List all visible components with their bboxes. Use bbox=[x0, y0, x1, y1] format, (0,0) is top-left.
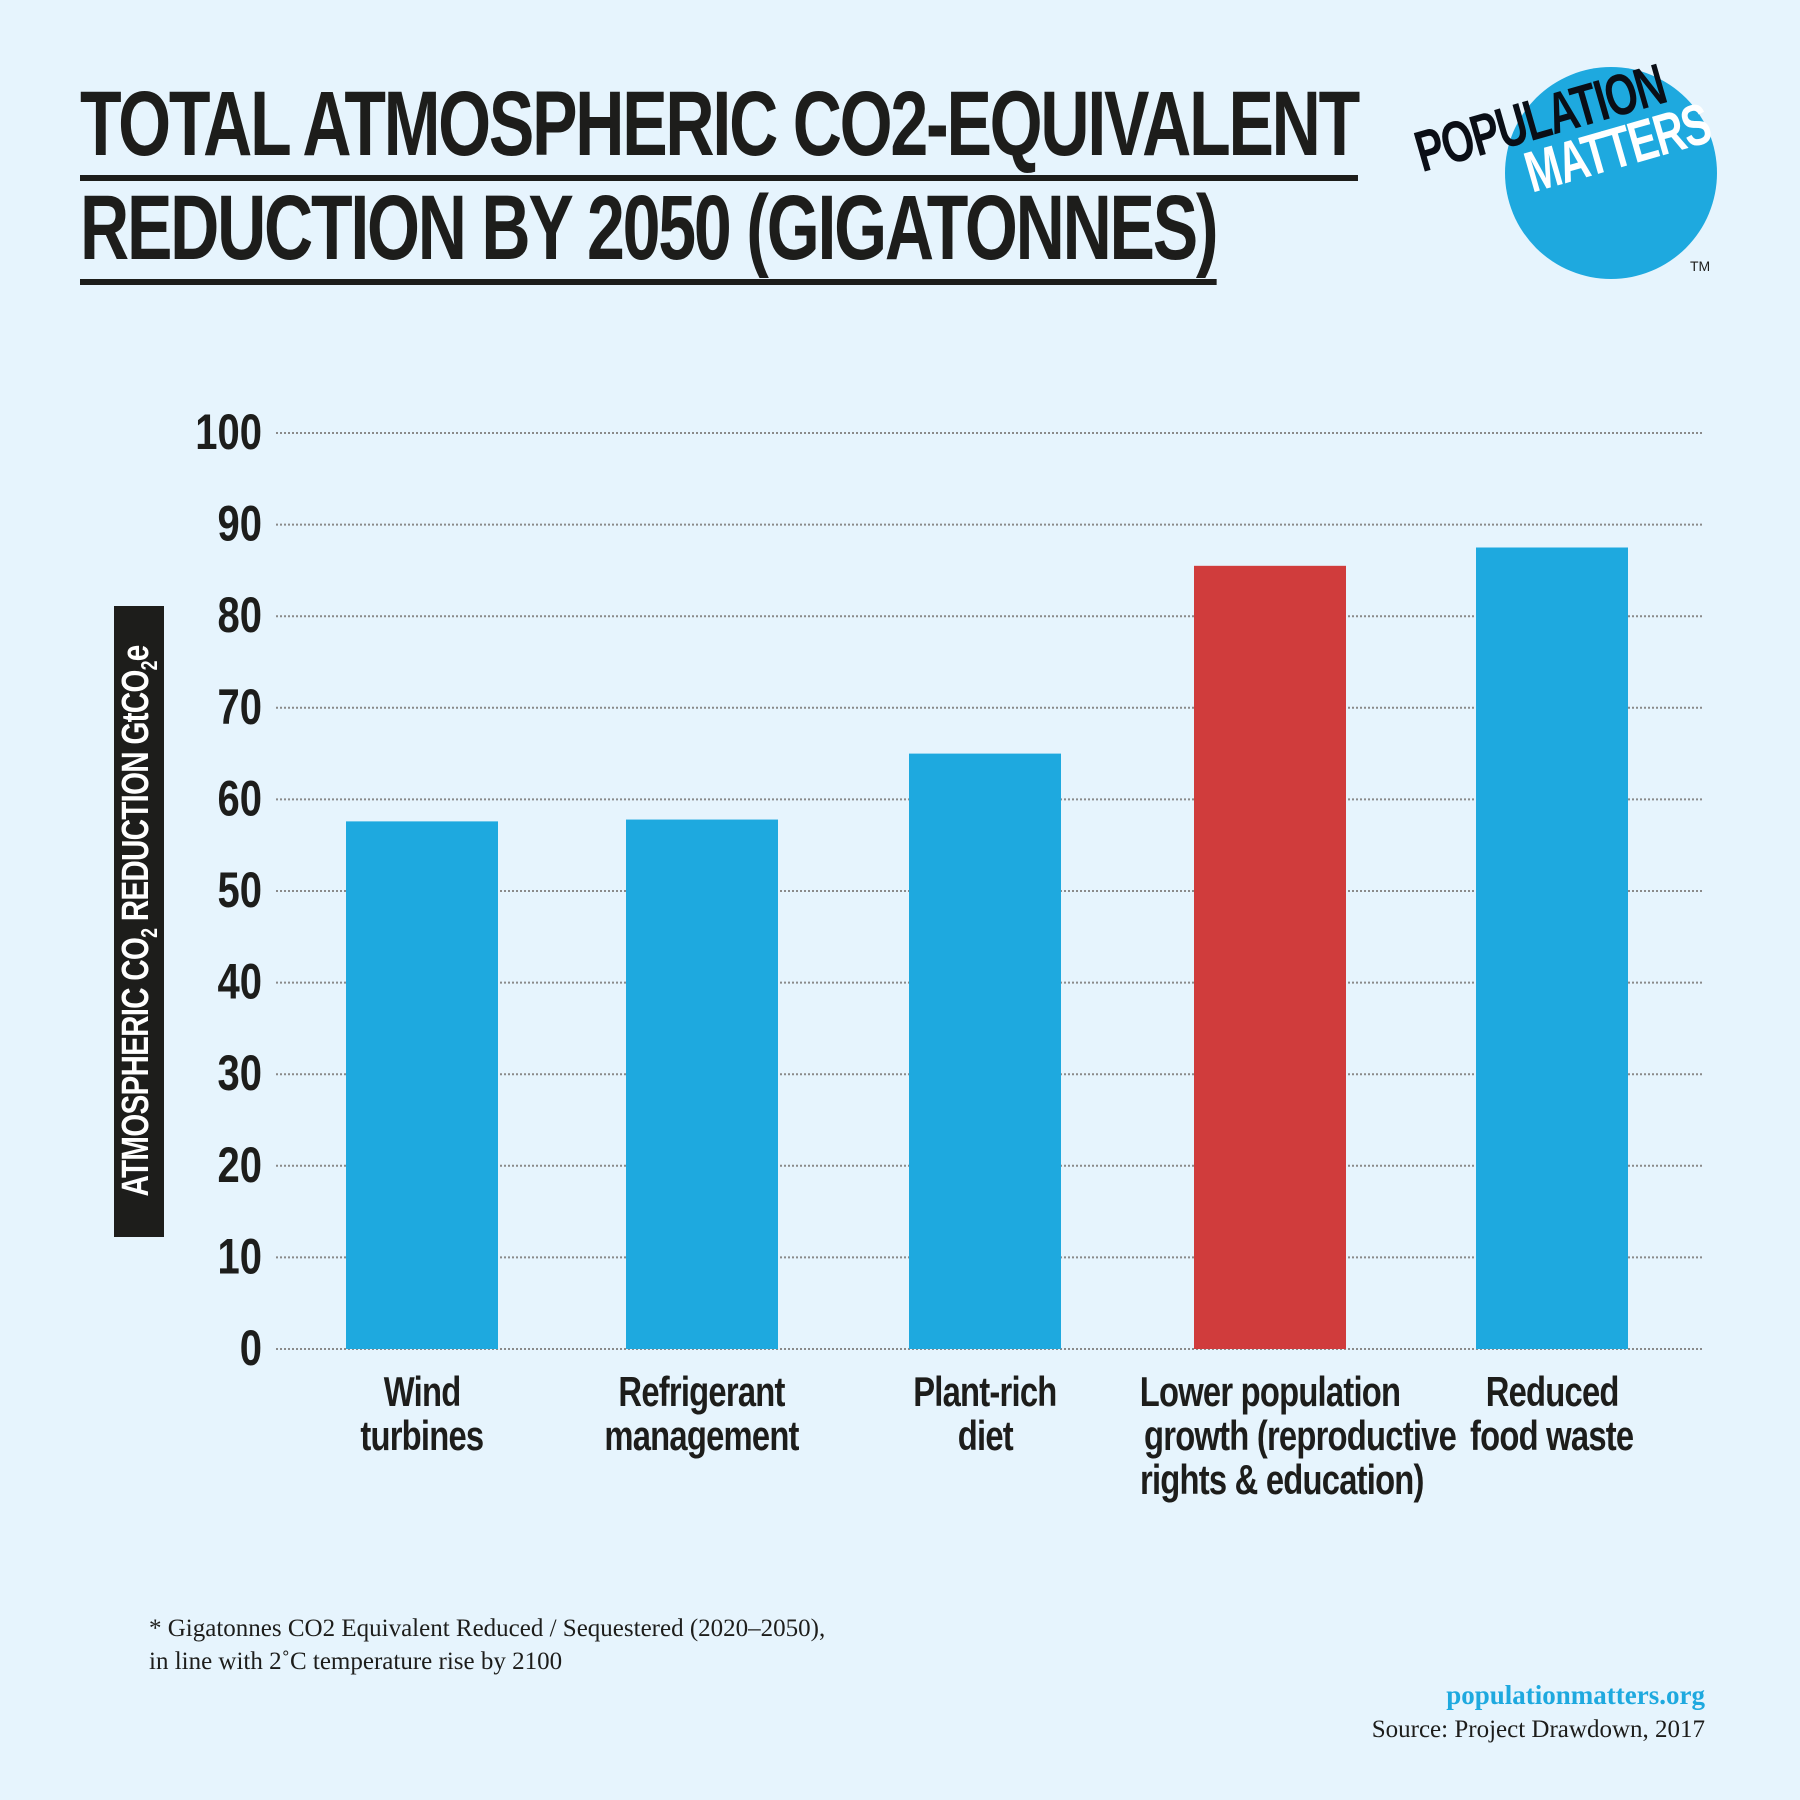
y-tick-label: 80 bbox=[218, 587, 262, 643]
bar bbox=[1476, 547, 1628, 1349]
x-tick-label: Plant-rich diet bbox=[815, 1370, 1155, 1458]
website-link[interactable]: populationmatters.org bbox=[1446, 1680, 1705, 1710]
y-tick-label: 10 bbox=[218, 1228, 262, 1284]
x-tick-label: Refrigerant management bbox=[532, 1370, 872, 1458]
footnote: * Gigatonnes CO2 Equivalent Reduced / Se… bbox=[149, 1612, 825, 1678]
x-tick-label: Lower population growth (reproductive righ… bbox=[1100, 1368, 1457, 1503]
x-tick-label-line: management bbox=[604, 1412, 800, 1459]
x-tick-label: Reduced food waste bbox=[1382, 1370, 1722, 1458]
title-line-1: TOTAL ATMOSPHERIC CO2-EQUIVALENT bbox=[80, 73, 1360, 181]
y-tick-label: 70 bbox=[218, 679, 262, 735]
y-tick-label: 40 bbox=[218, 953, 262, 1009]
x-tick-label: Wind turbines bbox=[252, 1370, 592, 1458]
y-tick-label: 90 bbox=[218, 495, 262, 551]
x-tick-label-line: diet bbox=[957, 1412, 1013, 1459]
x-tick-label-line: food waste bbox=[1470, 1412, 1634, 1459]
x-tick-label-line: Lower population bbox=[1139, 1368, 1401, 1415]
bar bbox=[1194, 565, 1346, 1349]
population-matters-logo: POPULATION MATTERS TM bbox=[1400, 52, 1740, 300]
y-tick-label: 0 bbox=[240, 1320, 262, 1376]
bar bbox=[346, 821, 498, 1349]
x-tick-label-line: rights & education) bbox=[1140, 1456, 1424, 1503]
title-line-2: REDUCTION BY 2050 (GIGATONNES) bbox=[80, 177, 1219, 285]
y-tick-label: 100 bbox=[195, 404, 262, 460]
source-note: Source: Project Drawdown, 2017 bbox=[1371, 1716, 1705, 1743]
footnote-line-2: in line with 2˚C temperature rise by 210… bbox=[149, 1648, 563, 1675]
y-axis-label-box bbox=[114, 606, 164, 1237]
x-tick-label-line: Plant-rich bbox=[913, 1368, 1057, 1415]
logo-circle bbox=[1505, 67, 1717, 279]
bar bbox=[909, 753, 1061, 1349]
x-tick-label-line: Refrigerant bbox=[618, 1368, 786, 1415]
x-tick-label-line: growth (reproductive bbox=[1144, 1412, 1457, 1459]
y-tick-label: 20 bbox=[218, 1137, 262, 1193]
y-tick-label: 30 bbox=[218, 1045, 262, 1101]
chart-title: TOTAL ATMOSPHERIC CO2-EQUIVALENT REDUCTI… bbox=[80, 72, 1800, 285]
y-tick-label: 60 bbox=[218, 770, 262, 826]
x-tick-label-line: Reduced bbox=[1485, 1368, 1620, 1415]
bar bbox=[626, 819, 778, 1349]
y-tick-label: 50 bbox=[218, 862, 262, 918]
x-tick-label-line: Wind bbox=[383, 1368, 461, 1415]
x-tick-label-line: turbines bbox=[360, 1412, 485, 1459]
footnote-line-1: * Gigatonnes CO2 Equivalent Reduced / Se… bbox=[149, 1615, 826, 1642]
trademark: TM bbox=[1690, 258, 1711, 274]
